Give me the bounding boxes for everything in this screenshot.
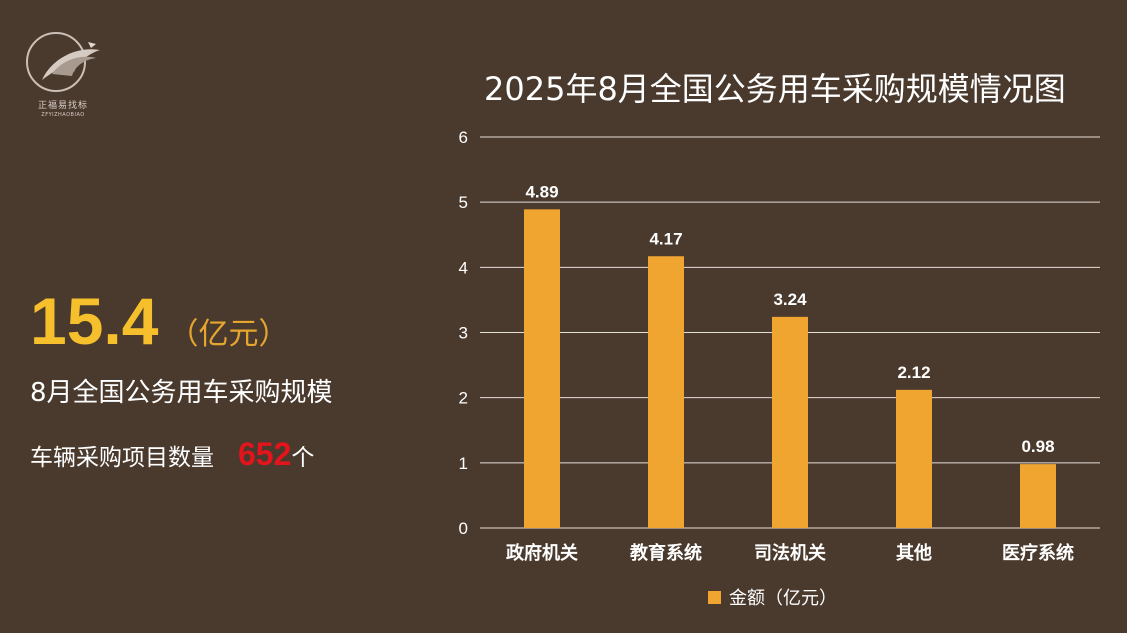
total-unit: （亿元） bbox=[168, 317, 289, 352]
data-label: 0.98 bbox=[1021, 437, 1054, 456]
bar bbox=[1020, 464, 1056, 528]
y-tick-label: 6 bbox=[459, 128, 468, 147]
bar bbox=[772, 316, 808, 528]
y-tick-label: 1 bbox=[459, 454, 468, 473]
y-tick-label: 2 bbox=[459, 389, 468, 408]
legend-label: 金额（亿元） bbox=[729, 588, 837, 609]
x-tick-label: 医疗系统 bbox=[1002, 542, 1074, 564]
data-label: 4.17 bbox=[649, 229, 682, 248]
y-tick-label: 4 bbox=[459, 258, 468, 277]
x-tick-label: 政府机关 bbox=[506, 542, 578, 564]
data-label: 2.12 bbox=[897, 363, 930, 382]
data-label: 4.89 bbox=[525, 182, 558, 201]
count-value: 652 bbox=[238, 436, 292, 472]
total-value: 15.4 bbox=[30, 284, 159, 358]
bar bbox=[896, 389, 932, 528]
project-count: 车辆采购项目数量 652 个 bbox=[30, 436, 314, 473]
data-label: 3.24 bbox=[773, 290, 807, 309]
brand-name-en: ZFYIZHAOBIAO bbox=[41, 112, 85, 118]
y-tick-label: 5 bbox=[459, 193, 468, 212]
bar bbox=[524, 209, 560, 528]
count-suffix: 个 bbox=[291, 445, 315, 471]
brand-logo: 正福易找标 ZFYIZHAOBIAO bbox=[18, 28, 108, 124]
y-tick-label: 3 bbox=[459, 324, 468, 343]
legend-swatch bbox=[708, 590, 721, 604]
count-label: 车辆采购项目数量 bbox=[30, 445, 214, 471]
brand-name-cn: 正福易找标 bbox=[37, 101, 88, 111]
bar bbox=[648, 256, 684, 528]
eagle-logo-icon bbox=[26, 32, 100, 92]
total-kpi: 15.4 （亿元） bbox=[30, 288, 288, 354]
x-tick-label: 司法机关 bbox=[754, 542, 826, 564]
x-tick-label: 教育系统 bbox=[630, 542, 702, 564]
y-tick-label: 0 bbox=[459, 519, 468, 538]
bar-chart: 0 1 2 3 4 5 6 4.89 政府机关 4.17 教育系统 3.24 司法机关 2.12 其他 0.9… bbox=[459, 128, 1100, 564]
chart-title: 2025年8月全国公务用车采购规模情况图 bbox=[484, 70, 1066, 108]
chart-legend: 金额（亿元） bbox=[708, 584, 837, 610]
total-description: 8月全国公务用车采购规模 bbox=[30, 378, 333, 408]
x-tick-label: 其他 bbox=[896, 542, 932, 564]
